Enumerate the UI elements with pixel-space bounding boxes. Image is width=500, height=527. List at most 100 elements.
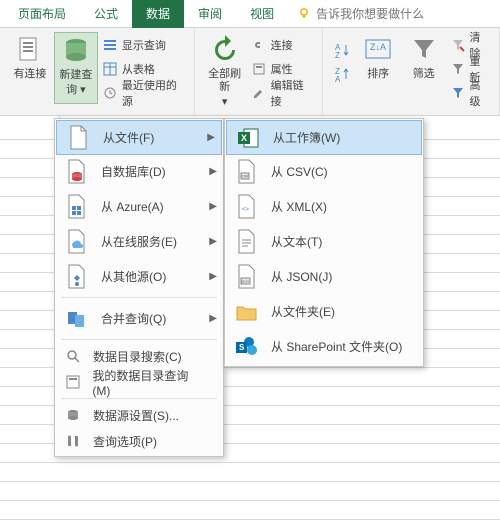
existing-connections-button[interactable]: 有连接 (8, 32, 52, 104)
submenu-arrow-icon: ▶ (209, 166, 217, 177)
catalog-search-label: 数据目录搜索(C) (93, 348, 182, 365)
group-get-data: 有连接 新建查 询 ▾ 显示查询 从表格 (0, 28, 195, 115)
new-query-label-1: 新建查 (59, 69, 92, 82)
sharepoint-icon: S (233, 333, 261, 361)
tab-page-layout[interactable]: 页面布局 (4, 0, 80, 28)
from-xml-label: 从 XML(X) (271, 198, 327, 215)
sort-label: 排序 (367, 68, 389, 81)
excel-icon: X (235, 124, 263, 152)
from-file-label: 从文件(F) (103, 129, 154, 146)
document-link-icon (14, 34, 46, 66)
new-query-button[interactable]: 新建查 询 ▾ (54, 32, 98, 104)
submenu-arrow-icon: ▶ (209, 313, 217, 324)
get-data-side: 显示查询 从表格 最近使用的源 (100, 32, 186, 104)
json-file-icon: json (233, 263, 261, 291)
filter-label: 筛选 (413, 68, 435, 81)
edit-links-button[interactable]: 编辑链接 (249, 82, 314, 104)
from-json-menu-item[interactable]: json 从 JSON(J) (225, 259, 423, 294)
properties-label: 属性 (271, 61, 293, 77)
submenu-arrow-icon: ▶ (209, 201, 217, 212)
refresh-all-button[interactable]: 全部刷新 ▾ (203, 32, 247, 109)
combine-queries-menu-item[interactable]: 合并查询(Q) ▶ (55, 301, 223, 336)
from-azure-label: 从 Azure(A) (101, 198, 164, 215)
data-source-settings-label: 数据源设置(S)... (93, 407, 179, 424)
ribbon-tabs: 页面布局 公式 数据 审阅 视图 告诉我你想要做什么 (0, 0, 500, 28)
other-source-file-icon (63, 263, 91, 291)
folder-icon (233, 298, 261, 326)
recent-sources-label: 最近使用的源 (122, 77, 184, 109)
from-file-menu-item[interactable]: 从文件(F) ▶ (56, 120, 222, 155)
ribbon: 有连接 新建查 询 ▾ 显示查询 从表格 (0, 28, 500, 116)
svg-text:Z↓A: Z↓A (370, 42, 386, 52)
my-catalog-menu-item[interactable]: 我的数据目录查询(M) (55, 369, 223, 395)
tell-me-search[interactable]: 告诉我你想要做什么 (296, 5, 424, 22)
settings-icon (63, 405, 83, 425)
from-text-label: 从文本(T) (271, 233, 322, 250)
from-sharepoint-menu-item[interactable]: S 从 SharePoint 文件夹(O) (225, 329, 423, 364)
database-file-icon (63, 158, 91, 186)
from-azure-menu-item[interactable]: 从 Azure(A) ▶ (55, 189, 223, 224)
from-sharepoint-label: 从 SharePoint 文件夹(O) (271, 338, 402, 355)
tab-data[interactable]: 数据 (132, 0, 184, 28)
show-queries-button[interactable]: 显示查询 (100, 34, 186, 56)
file-icon (65, 124, 93, 152)
xml-file-icon: <> (233, 193, 261, 221)
options-icon (63, 431, 83, 451)
recent-sources-button[interactable]: 最近使用的源 (100, 82, 186, 104)
from-table-label: 从表格 (122, 61, 155, 77)
azure-file-icon (63, 193, 91, 221)
tab-formulas[interactable]: 公式 (80, 0, 132, 28)
advanced-filter-button[interactable]: 高级 (448, 82, 492, 104)
from-xml-menu-item[interactable]: <> 从 XML(X) (225, 189, 423, 224)
svg-text:X: X (241, 133, 247, 143)
reapply-icon (450, 61, 466, 77)
from-csv-menu-item[interactable]: csv 从 CSV(C) (225, 154, 423, 189)
link-icon (251, 37, 267, 53)
from-database-label: 自数据库(D) (101, 163, 166, 180)
svg-text:S: S (239, 343, 245, 352)
name-box[interactable] (0, 116, 60, 139)
from-json-label: 从 JSON(J) (271, 268, 332, 285)
svg-text:Z: Z (335, 51, 340, 60)
query-options-label: 查询选项(P) (93, 433, 157, 450)
cloud-file-icon (63, 228, 91, 256)
tab-view[interactable]: 视图 (236, 0, 288, 28)
refresh-all-label: 全部刷新 (203, 68, 247, 94)
group-connections: 全部刷新 ▾ 连接 属性 编辑链接 (195, 28, 323, 115)
sort-asc-button[interactable]: AZ (331, 40, 355, 62)
query-options-menu-item[interactable]: 查询选项(P) (55, 428, 223, 454)
from-other-menu-item[interactable]: 从其他源(O) ▶ (55, 259, 223, 294)
from-database-menu-item[interactable]: 自数据库(D) ▶ (55, 154, 223, 189)
from-other-label: 从其他源(O) (101, 268, 166, 285)
refresh-icon (209, 34, 241, 66)
combine-icon (63, 305, 91, 333)
show-queries-label: 显示查询 (122, 37, 166, 53)
from-folder-menu-item[interactable]: 从文件夹(E) (225, 294, 423, 329)
refresh-dropdown-icon: ▾ (222, 96, 228, 109)
sort-desc-button[interactable]: ZA (331, 64, 355, 86)
from-csv-label: 从 CSV(C) (271, 163, 328, 180)
connections-button[interactable]: 连接 (249, 34, 314, 56)
from-file-submenu: X 从工作簿(W) csv 从 CSV(C) <> 从 XML(X) 从文本(T… (224, 118, 424, 367)
recent-icon (102, 85, 118, 101)
combine-label: 合并查询(Q) (101, 310, 166, 327)
from-folder-label: 从文件夹(E) (271, 303, 335, 320)
svg-text:csv: csv (242, 173, 250, 178)
data-source-settings-menu-item[interactable]: 数据源设置(S)... (55, 402, 223, 428)
lightbulb-icon (296, 6, 312, 22)
submenu-arrow-icon: ▶ (209, 236, 217, 247)
connections-label: 连接 (271, 37, 293, 53)
tab-review[interactable]: 审阅 (184, 0, 236, 28)
filter-button[interactable]: 筛选 (402, 32, 446, 104)
my-catalog-label: 我的数据目录查询(M) (92, 367, 203, 398)
from-workbook-menu-item[interactable]: X 从工作簿(W) (226, 120, 422, 155)
existing-connections-label: 有连接 (13, 68, 46, 81)
from-text-menu-item[interactable]: 从文本(T) (225, 224, 423, 259)
table-icon (102, 61, 118, 77)
sort-button[interactable]: Z↓A 排序 (357, 32, 401, 104)
clear-icon (450, 37, 466, 53)
submenu-arrow-icon: ▶ (207, 132, 215, 143)
from-online-menu-item[interactable]: 从在线服务(E) ▶ (55, 224, 223, 259)
catalog-search-menu-item[interactable]: 数据目录搜索(C) (55, 343, 223, 369)
database-query-icon (60, 35, 92, 67)
